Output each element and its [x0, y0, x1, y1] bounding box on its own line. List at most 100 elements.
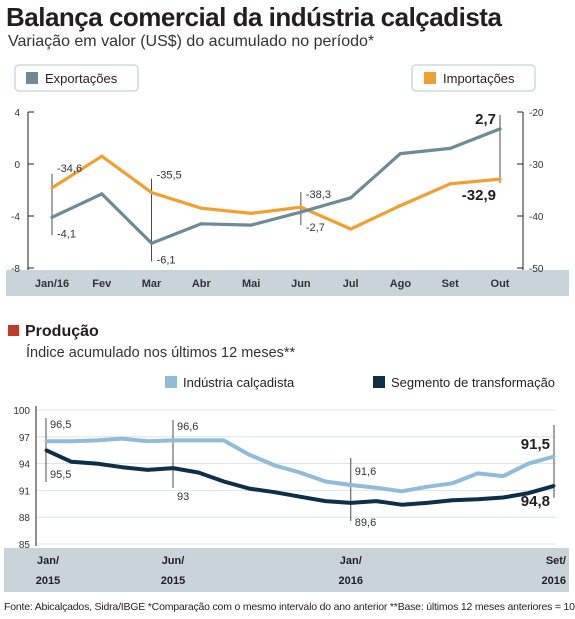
section-production-label: Produção — [25, 323, 99, 340]
left-tick-label: -4 — [11, 212, 20, 223]
x-tick-label: Ago — [390, 278, 412, 290]
point-importacoes — [199, 206, 203, 210]
series-line-importacoes — [51, 154, 501, 231]
legend-swatch-exportacoes — [26, 72, 38, 84]
point-industria-calcadista — [120, 437, 124, 441]
x-tick-label: Jan/ — [37, 555, 59, 567]
point-segmento-transformacao — [146, 468, 150, 472]
point-exportacoes — [349, 196, 353, 200]
point-segmento-transformacao — [527, 491, 531, 495]
data-label: -34,6 — [57, 163, 82, 175]
right-tick-label: -50 — [529, 264, 544, 275]
data-label: 96,6 — [177, 421, 198, 433]
point-industria-calcadista — [273, 463, 277, 467]
data-label: 95,5 — [50, 469, 71, 481]
y-tick-label: 85 — [19, 540, 31, 551]
point-segmento-transformacao — [425, 501, 429, 505]
point-industria-calcadista — [44, 439, 48, 443]
point-importacoes — [249, 211, 253, 215]
point-industria-calcadista — [196, 438, 200, 442]
data-label: -4,1 — [57, 228, 76, 240]
point-segmento-transformacao — [400, 503, 404, 507]
x-tick-label: Mai — [242, 278, 260, 290]
source-note: Fonte: Abicalçados, Sidra/IBGE *Comparaç… — [4, 601, 575, 613]
legend-label-importacoes: Importações — [443, 71, 515, 86]
point-industria-calcadista — [400, 489, 404, 493]
legend-box-exportacoes — [14, 64, 139, 92]
y-tick-label: 88 — [19, 513, 31, 524]
point-exportacoes — [299, 210, 303, 214]
x-axis-band — [4, 548, 569, 592]
y-tick-label: 97 — [19, 433, 31, 444]
point-exportacoes — [498, 127, 502, 131]
right-tick-label: -40 — [529, 212, 544, 223]
point-industria-calcadista — [222, 438, 226, 442]
x-tick-label: 2015 — [36, 575, 60, 587]
section-marker-icon — [8, 325, 19, 336]
x-tick-label: Fev — [92, 278, 112, 290]
data-label: 94,8 — [521, 493, 550, 510]
left-tick-label: -8 — [11, 264, 20, 275]
legend-swatch-segmento-transformacao — [373, 376, 385, 388]
point-industria-calcadista — [527, 462, 531, 466]
data-label: 96,5 — [50, 419, 71, 431]
legend-box-importacoes — [411, 64, 536, 92]
series-line-exportacoes — [51, 127, 501, 245]
point-exportacoes — [249, 223, 253, 227]
x-tick-label: Set — [442, 278, 459, 290]
point-segmento-transformacao — [298, 495, 302, 499]
data-label: 91,6 — [355, 466, 376, 478]
x-tick-label: Jun — [291, 278, 311, 290]
data-label: 2,7 — [475, 111, 496, 128]
x-tick-label: Jul — [343, 278, 359, 290]
y-tick-label: 94 — [19, 460, 31, 471]
legend-label-segmento-transformacao: Segmento de transformação — [391, 375, 555, 390]
x-tick-label: 2016 — [339, 575, 363, 587]
section-production-subtitle: Índice acumulado nos últimos 12 meses** — [26, 345, 296, 361]
point-segmento-transformacao — [323, 499, 327, 503]
y-tick-label: 100 — [13, 406, 30, 417]
chart-title: Balança comercial da indústria calçadist… — [6, 2, 502, 32]
point-importacoes — [50, 186, 54, 190]
point-industria-calcadista — [349, 483, 353, 487]
right-tick-label: -30 — [529, 160, 544, 171]
point-importacoes — [149, 191, 154, 195]
point-industria-calcadista — [425, 485, 429, 489]
left-tick-label: 4 — [14, 108, 20, 119]
data-label: -6,1 — [157, 254, 176, 266]
point-industria-calcadista — [374, 486, 378, 490]
x-tick-label: Set/ — [546, 555, 566, 567]
point-segmento-transformacao — [450, 498, 454, 502]
data-label: -32,9 — [462, 187, 496, 204]
point-exportacoes — [50, 215, 54, 219]
right-tick-label: -20 — [529, 108, 544, 119]
point-industria-calcadista — [298, 471, 302, 475]
point-industria-calcadista — [146, 439, 150, 443]
point-industria-calcadista — [69, 439, 73, 443]
point-exportacoes — [149, 241, 154, 245]
point-segmento-transformacao — [476, 497, 480, 501]
point-industria-calcadista — [247, 453, 251, 457]
point-industria-calcadista — [450, 481, 454, 485]
legend-swatch-industria-calcadista — [165, 376, 177, 388]
data-label: -38,3 — [306, 189, 331, 201]
point-segmento-transformacao — [374, 499, 378, 503]
x-tick-label: Jan/16 — [35, 278, 69, 290]
x-tick-label: 2015 — [161, 575, 185, 587]
x-tick-label: Jan/ — [340, 555, 362, 567]
point-importacoes — [299, 205, 303, 209]
point-segmento-transformacao — [552, 484, 556, 488]
point-importacoes — [448, 182, 452, 186]
point-segmento-transformacao — [44, 448, 48, 452]
point-exportacoes — [448, 146, 452, 150]
point-industria-calcadista — [95, 438, 99, 442]
x-tick-label: Mar — [142, 278, 162, 290]
x-tick-label: Abr — [192, 278, 212, 290]
section-production-title: Produção — [8, 323, 99, 341]
x-tick-label: Out — [491, 278, 510, 290]
point-segmento-transformacao — [222, 479, 226, 483]
point-segmento-transformacao — [69, 460, 73, 464]
chart-subtitle: Variação em valor (US$) do acumulado no … — [8, 33, 375, 50]
point-industria-calcadista — [171, 438, 175, 442]
